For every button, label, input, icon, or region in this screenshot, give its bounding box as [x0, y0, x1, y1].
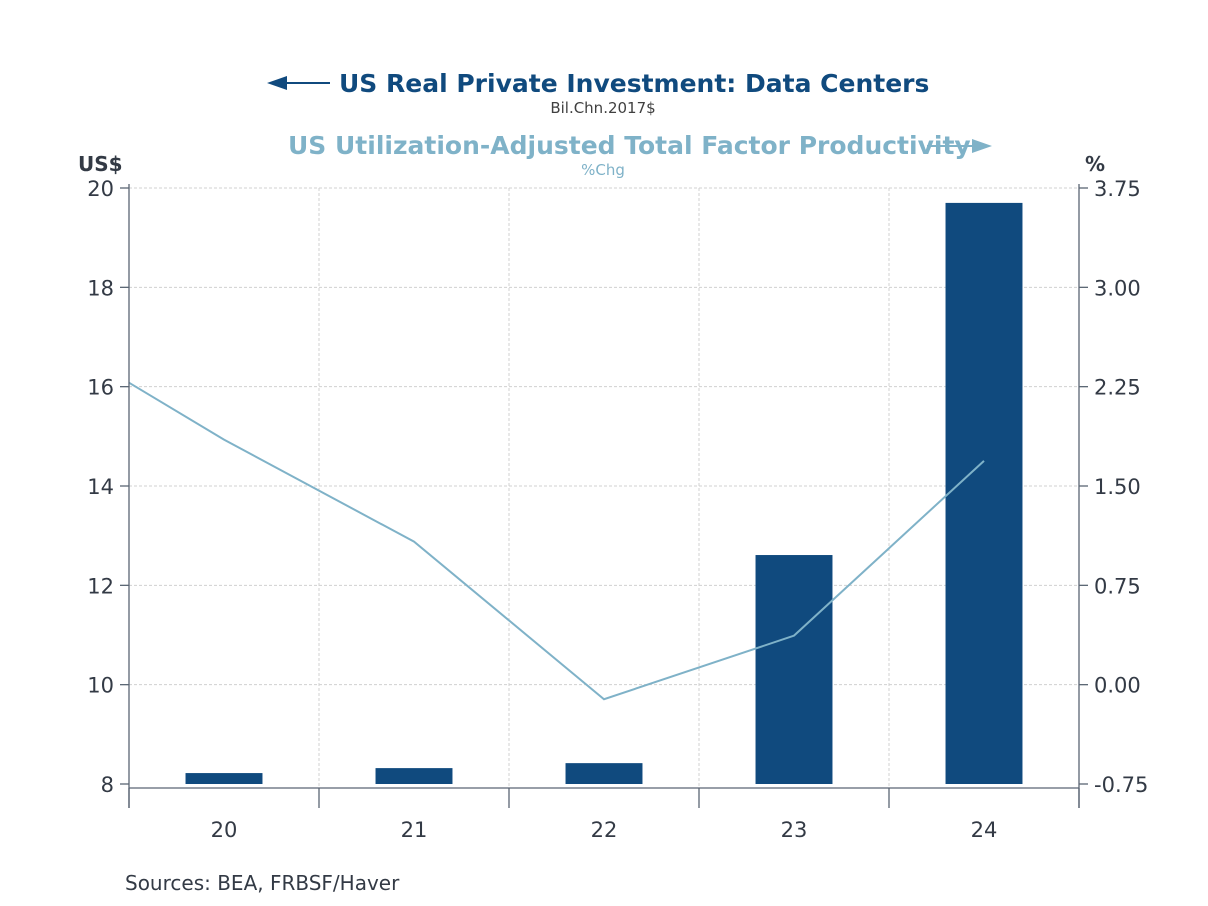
title-right: US Utilization-Adjusted Total Factor Pro…	[288, 131, 971, 160]
right-tick-label: 3.00	[1094, 276, 1141, 300]
right-tick-label: -0.75	[1094, 773, 1148, 797]
right-tick-label: 1.50	[1094, 475, 1141, 499]
gridlines	[129, 187, 1079, 788]
legend-right: US Utilization-Adjusted Total Factor Pro…	[288, 131, 992, 179]
left-tick-label: 20	[87, 177, 114, 201]
x-axis-ticks: 20 21 22 23 24	[128, 788, 1080, 842]
right-tick-label: 2.25	[1094, 376, 1141, 400]
left-arrow-icon	[267, 76, 287, 90]
bar-24	[945, 202, 1023, 784]
bar-21	[375, 768, 453, 784]
source-note: Sources: BEA, FRBSF/Haver	[125, 871, 400, 895]
right-axis-ticks: -0.75 0.00 0.75 1.50 2.25 3.00 3.75	[1079, 177, 1148, 797]
subtitle-right: %Chg	[581, 161, 625, 179]
legend-left: US Real Private Investment: Data Centers…	[267, 69, 929, 117]
x-tick-label: 21	[401, 818, 428, 842]
left-axis-unit: US$	[78, 152, 123, 176]
left-tick-label: 8	[101, 773, 114, 797]
left-axis-ticks: 8 10 12 14 16 18 20	[87, 177, 129, 797]
x-tick-label: 24	[971, 818, 998, 842]
bar-23	[755, 555, 833, 784]
bar-22	[565, 763, 643, 784]
x-tick-label: 22	[591, 818, 618, 842]
right-axis-unit: %	[1085, 152, 1105, 176]
subtitle-left: Bil.Chn.2017$	[550, 99, 655, 117]
x-tick-label: 20	[211, 818, 238, 842]
right-tick-label: 0.00	[1094, 674, 1141, 698]
axes	[128, 184, 1080, 808]
left-tick-label: 10	[87, 674, 114, 698]
right-tick-label: 3.75	[1094, 177, 1141, 201]
tfp-line-path	[128, 381, 985, 701]
left-tick-label: 18	[87, 276, 114, 300]
bars	[185, 202, 1023, 784]
left-tick-label: 12	[87, 574, 114, 598]
left-tick-label: 14	[87, 475, 114, 499]
right-arrow-icon	[972, 139, 992, 153]
left-tick-label: 16	[87, 376, 114, 400]
right-tick-label: 0.75	[1094, 574, 1141, 598]
tfp-line	[128, 381, 985, 701]
title-left: US Real Private Investment: Data Centers	[339, 69, 929, 98]
bar-20	[185, 773, 263, 784]
x-tick-label: 23	[781, 818, 808, 842]
